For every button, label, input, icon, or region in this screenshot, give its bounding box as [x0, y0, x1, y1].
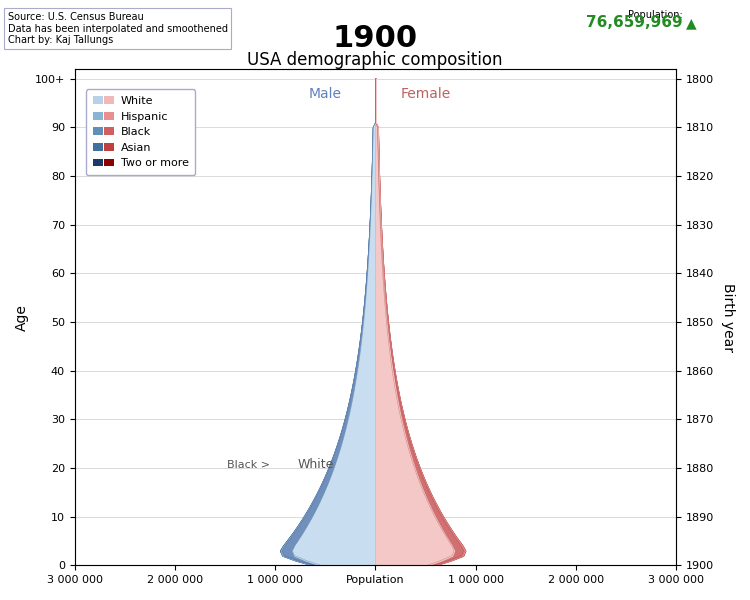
Y-axis label: Birth year: Birth year — [721, 283, 735, 352]
Text: Population:: Population: — [628, 10, 682, 20]
Text: Female: Female — [400, 87, 451, 101]
Text: Male: Male — [309, 87, 342, 101]
Text: USA demographic composition: USA demographic composition — [248, 51, 502, 69]
Y-axis label: Age: Age — [15, 304, 29, 331]
Legend: White, Hispanic, Black, Asian, Two or more: White, Hispanic, Black, Asian, Two or mo… — [86, 89, 195, 175]
Text: 1900: 1900 — [332, 24, 418, 53]
Text: 76,659,969: 76,659,969 — [586, 15, 682, 30]
Text: White: White — [297, 458, 334, 471]
Text: ▲: ▲ — [686, 16, 697, 30]
Text: Black >: Black > — [227, 460, 270, 470]
Text: Source: U.S. Census Bureau
Data has been interpolated and smoothened
Chart by: K: Source: U.S. Census Bureau Data has been… — [8, 12, 227, 45]
